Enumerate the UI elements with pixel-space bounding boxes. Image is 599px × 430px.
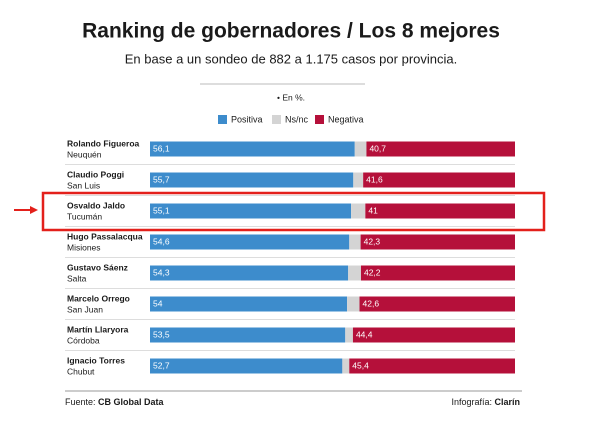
value-label: 55,1 — [153, 205, 170, 215]
category-label: Hugo Passalacqua — [67, 231, 143, 241]
subcategory-label: Chubut — [67, 366, 95, 376]
category-label: Claudio Poggi — [67, 169, 124, 179]
value-label: 55,7 — [153, 174, 170, 184]
legend-swatch — [218, 115, 227, 124]
bar-segment — [150, 172, 354, 188]
bar-segment — [354, 141, 367, 157]
bar-segment — [150, 265, 349, 281]
source: Fuente: CB Global Data — [65, 397, 165, 407]
credit-name: Clarín — [494, 397, 520, 407]
bar-segment — [360, 234, 515, 250]
arrow-head — [30, 206, 38, 214]
value-label: 41,6 — [366, 174, 383, 184]
value-label: 54,6 — [153, 236, 170, 246]
subcategory-label: Salta — [67, 273, 87, 283]
legend-label: Positiva — [231, 114, 263, 124]
value-label: 42,3 — [364, 236, 381, 246]
legend-swatch — [272, 115, 281, 124]
bar-segment — [366, 141, 515, 157]
value-label: 53,5 — [153, 329, 170, 339]
credit: Infografía: Clarín — [451, 397, 520, 407]
value-label: 56,1 — [153, 143, 170, 153]
bar-segment — [150, 327, 346, 343]
value-label: 44,4 — [356, 329, 373, 339]
bar-segment — [351, 203, 366, 219]
bar-segment — [150, 141, 355, 157]
bar-segment — [342, 358, 350, 374]
value-label: 45,4 — [352, 360, 369, 370]
bar-segment — [352, 327, 515, 343]
source-label: Fuente: — [65, 397, 96, 407]
category-label: Marcelo Orrego — [67, 293, 130, 303]
chart-title: Ranking de gobernadores / Los 8 mejores — [82, 20, 500, 43]
bar-segment — [150, 203, 352, 219]
legend-label: Negativa — [328, 114, 364, 124]
subcategory-label: San Juan — [67, 304, 103, 314]
value-label: 54 — [153, 298, 163, 308]
category-label: Ignacio Torres — [67, 355, 125, 365]
subcategory-label: San Luis — [67, 180, 100, 190]
subcategory-label: Córdoba — [67, 335, 100, 345]
bar-segment — [365, 203, 515, 219]
bar-segment — [347, 296, 360, 312]
bar-segment — [359, 296, 515, 312]
bar-segment — [150, 234, 350, 250]
category-label: Martín Llaryora — [67, 324, 129, 334]
bar-segment — [363, 172, 515, 188]
note: • En %. — [277, 92, 305, 102]
credit-label: Infografía: — [451, 397, 492, 407]
bar-segment — [150, 296, 348, 312]
category-label: Osvaldo Jaldo — [67, 200, 125, 210]
bar-segment — [345, 327, 353, 343]
bar-segment — [349, 234, 361, 250]
category-label: Rolando Figueroa — [67, 138, 140, 148]
bar-segment — [348, 265, 361, 281]
highlight-box — [41, 191, 546, 232]
source-name: CB Global Data — [98, 397, 165, 407]
bar-segment — [360, 265, 515, 281]
legend-label: Ns/nc — [285, 114, 309, 124]
value-label: 42,2 — [364, 267, 381, 277]
value-label: 40,7 — [369, 143, 386, 153]
category-label: Gustavo Sáenz — [67, 262, 128, 272]
bar-segment — [353, 172, 364, 188]
legend-swatch — [315, 115, 324, 124]
value-label: 42,6 — [363, 298, 380, 308]
subcategory-label: Tucumán — [67, 211, 102, 221]
chart-subtitle: En base a un sondeo de 882 a 1.175 casos… — [125, 51, 457, 66]
value-label: 52,7 — [153, 360, 170, 370]
value-label: 54,3 — [153, 267, 170, 277]
subcategory-label: Misiones — [67, 242, 101, 252]
value-label: 41 — [368, 205, 378, 215]
subcategory-label: Neuquén — [67, 149, 102, 159]
bar-segment — [150, 358, 343, 374]
bar-segment — [349, 358, 515, 374]
